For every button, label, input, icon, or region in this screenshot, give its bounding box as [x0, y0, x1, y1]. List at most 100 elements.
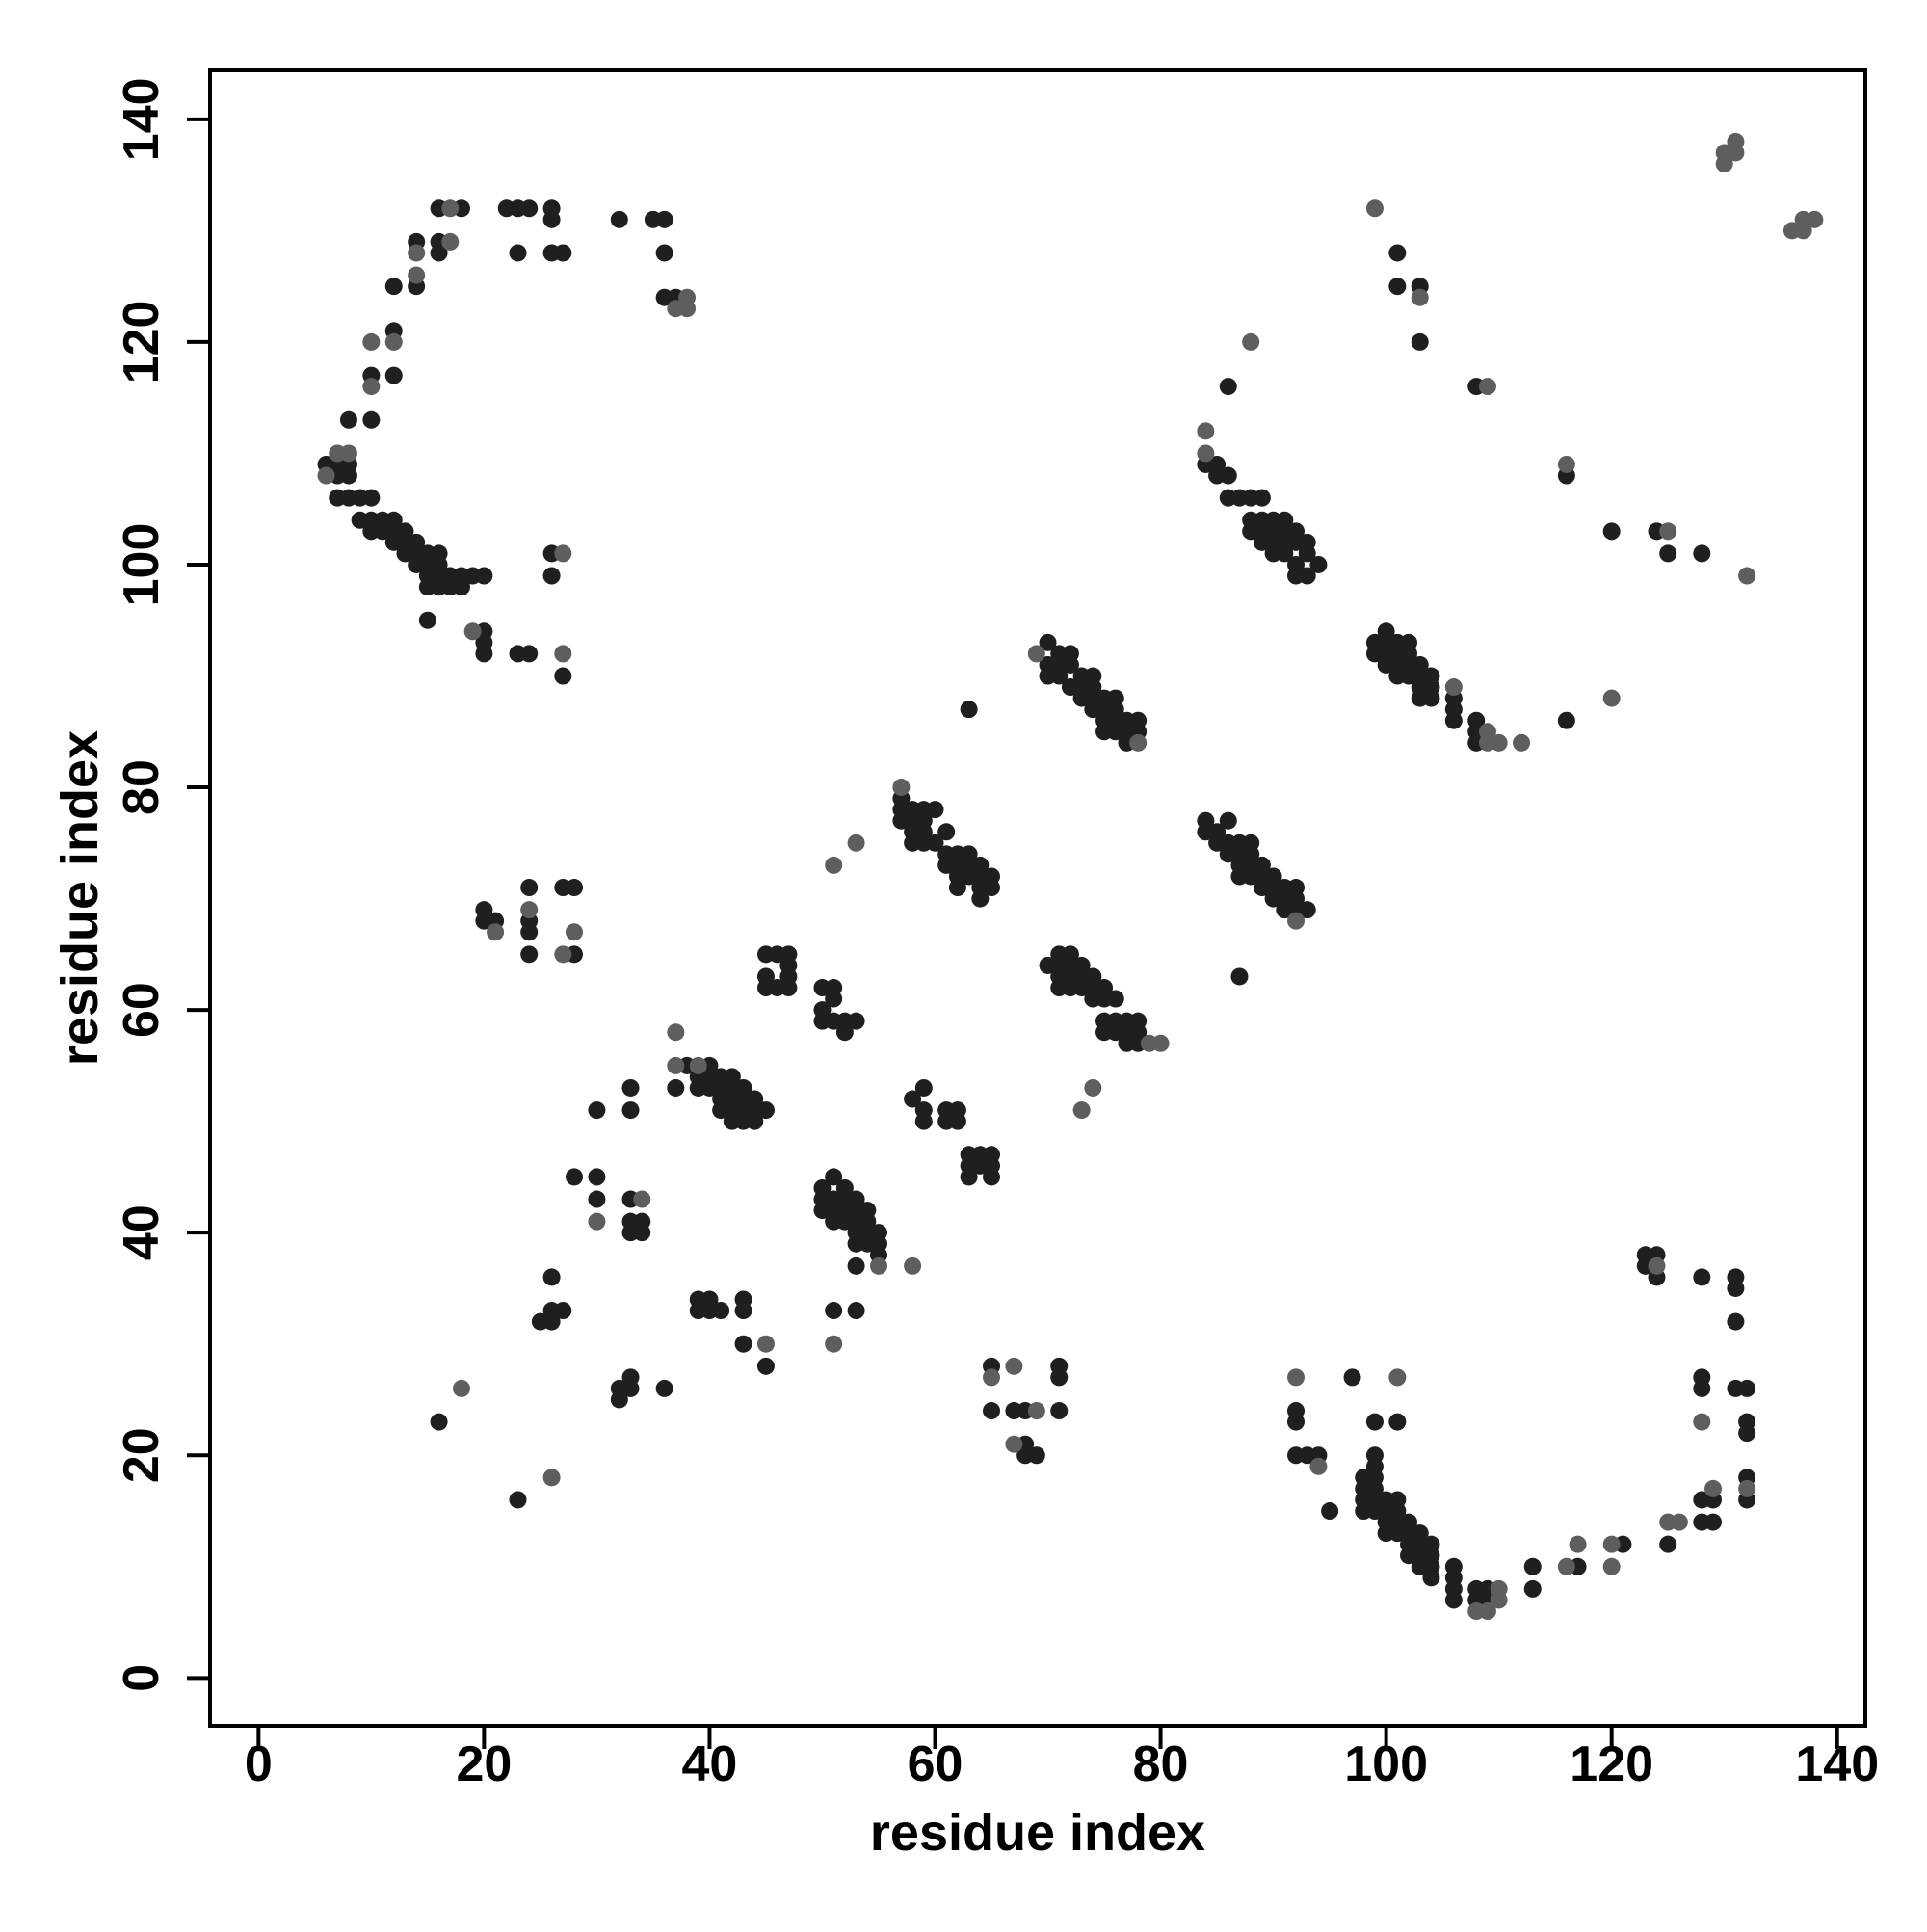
point: [971, 889, 990, 908]
point: [621, 1379, 640, 1397]
point: [1727, 132, 1745, 150]
point: [1005, 1435, 1023, 1453]
point: [1197, 444, 1215, 463]
point: [520, 879, 539, 897]
point: [1343, 1368, 1361, 1387]
point: [441, 199, 460, 218]
point: [1523, 1579, 1542, 1598]
point: [610, 1390, 628, 1409]
point: [588, 1212, 606, 1231]
point: [667, 1056, 685, 1074]
point: [655, 210, 673, 228]
y-tick-label: 60: [114, 982, 170, 1038]
point: [1027, 645, 1045, 663]
point: [430, 1413, 448, 1431]
point: [1490, 733, 1508, 752]
point: [779, 979, 798, 997]
point: [1693, 544, 1711, 563]
point: [317, 466, 335, 485]
point: [441, 232, 460, 251]
point: [1411, 288, 1429, 306]
point: [1286, 1368, 1305, 1387]
point: [1557, 455, 1575, 473]
point: [1298, 544, 1316, 563]
point: [1693, 1268, 1711, 1286]
point: [588, 1168, 606, 1186]
point: [835, 1023, 854, 1042]
point: [847, 834, 865, 852]
point: [554, 244, 572, 262]
point: [1659, 522, 1677, 541]
point: [1704, 1479, 1723, 1497]
point: [475, 567, 493, 585]
point: [904, 1090, 922, 1108]
point: [1659, 1513, 1677, 1531]
x-axis-title: residue index: [870, 1804, 1205, 1862]
point: [1738, 1379, 1756, 1397]
point: [1557, 711, 1575, 729]
point: [1659, 544, 1677, 563]
point: [983, 1168, 1001, 1186]
x-tick-label: 140: [1795, 1736, 1879, 1792]
point: [1072, 1101, 1091, 1120]
point: [520, 923, 539, 941]
point: [1027, 1446, 1045, 1465]
y-tick-label: 120: [114, 301, 170, 384]
point: [554, 667, 572, 685]
point: [869, 1257, 887, 1275]
point: [1806, 210, 1824, 228]
point: [1444, 678, 1463, 697]
point: [566, 923, 584, 941]
point: [1388, 244, 1407, 262]
point: [1005, 1357, 1023, 1375]
x-tick-label: 80: [1133, 1736, 1189, 1792]
x-tick-label: 100: [1344, 1736, 1428, 1792]
point: [825, 1335, 843, 1353]
point: [1061, 655, 1079, 674]
point: [1129, 733, 1148, 752]
point: [1276, 544, 1294, 563]
point: [475, 645, 493, 663]
point: [1106, 990, 1124, 1008]
point: [554, 1302, 572, 1320]
point: [520, 199, 539, 218]
point: [1738, 1479, 1756, 1497]
y-tick-label: 140: [114, 77, 170, 161]
point: [1569, 1535, 1587, 1553]
y-tick-label: 40: [114, 1204, 170, 1260]
point: [1286, 912, 1305, 930]
point: [1309, 555, 1328, 573]
point: [362, 489, 381, 507]
y-tick-label: 100: [114, 523, 170, 607]
point: [746, 1112, 764, 1130]
point: [452, 1379, 470, 1397]
point: [847, 1302, 865, 1320]
point: [847, 1012, 865, 1030]
point: [588, 1101, 606, 1120]
point: [621, 1078, 640, 1097]
point: [1693, 1413, 1711, 1431]
point: [509, 244, 527, 262]
point: [667, 1023, 685, 1042]
point: [362, 410, 381, 429]
point: [1219, 466, 1237, 485]
point: [566, 879, 584, 897]
point: [633, 1224, 651, 1242]
point: [825, 990, 843, 1008]
point: [756, 1335, 775, 1353]
point: [892, 779, 911, 797]
point: [384, 366, 403, 384]
point: [1298, 567, 1316, 585]
point: [689, 1056, 707, 1074]
point: [1197, 422, 1215, 440]
point: [1422, 689, 1440, 707]
point: [1253, 489, 1271, 507]
point: [1411, 332, 1429, 351]
point: [1659, 1535, 1677, 1553]
x-tick-label: 40: [682, 1736, 738, 1792]
point: [678, 288, 697, 306]
point: [566, 1168, 584, 1186]
point: [542, 1469, 561, 1487]
point: [1321, 1502, 1339, 1521]
point: [384, 332, 403, 351]
